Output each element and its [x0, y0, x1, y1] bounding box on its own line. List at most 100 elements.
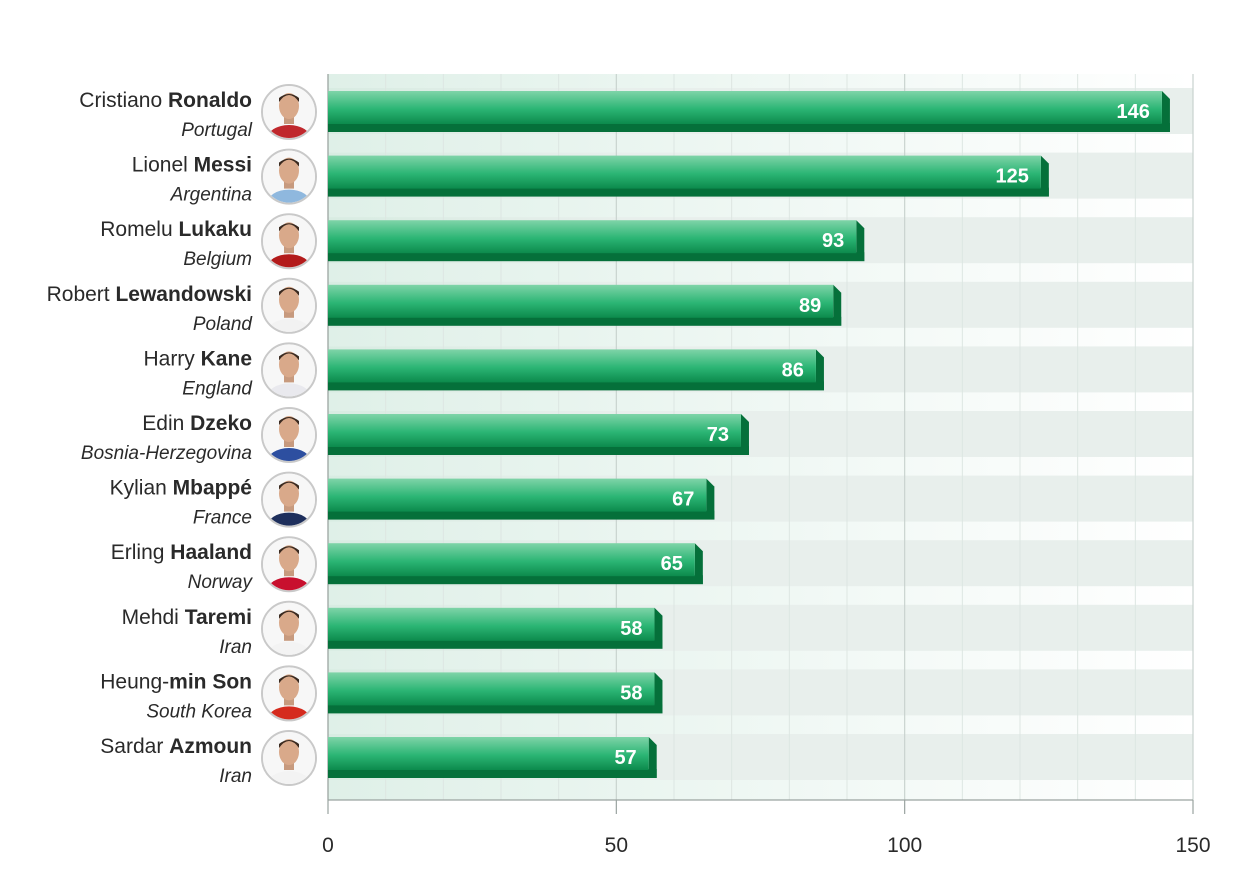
player-name: Cristiano Ronaldo: [79, 89, 252, 112]
bar-side: [856, 220, 865, 262]
bar-row: 58 Heung-min Son South Korea: [100, 665, 663, 722]
player-name: Robert Lewandowski: [47, 283, 252, 306]
x-tick-label: 100: [887, 834, 922, 857]
avatar-face: [279, 351, 299, 378]
player-name: Romelu Lukaku: [100, 218, 252, 241]
player-avatar: [261, 213, 317, 270]
bar-shadow: [328, 639, 663, 649]
player-avatar: [261, 536, 317, 593]
avatar-hair: [279, 610, 299, 619]
avatar-face: [279, 286, 299, 313]
player-last-name: Mbappé: [173, 477, 252, 500]
avatar-face: [279, 739, 299, 765]
avatar-hair: [279, 352, 299, 361]
bar-row: 93 Romelu Lukaku Belgium: [100, 213, 865, 270]
bar-shadow: [328, 575, 703, 585]
player-name: Lionel Messi: [132, 154, 252, 177]
bar-value-label: 89: [799, 295, 821, 317]
bar-side: [833, 284, 842, 326]
player-avatar: [261, 84, 317, 140]
avatar-jersey: [267, 254, 311, 268]
bar-shadow: [328, 252, 865, 262]
player-country: Iran: [219, 766, 252, 787]
player-country: France: [193, 508, 252, 529]
bar-side: [654, 672, 663, 714]
player-last-name: Lukaku: [178, 218, 252, 241]
avatar-hair: [279, 417, 299, 425]
player-avatar: [261, 730, 317, 786]
avatar-jersey: [267, 125, 311, 138]
player-first-name: Harry: [143, 347, 200, 370]
bar: [328, 155, 1041, 189]
bar: [328, 672, 655, 706]
avatar-hair: [279, 675, 299, 684]
avatar-face: [279, 222, 299, 249]
bar-shadow: [328, 704, 663, 714]
bar-value-label: 65: [661, 553, 683, 575]
player-name: Heung-min Son: [100, 670, 252, 693]
bar-value-label: 73: [707, 424, 729, 446]
bar-value-label: 58: [620, 618, 642, 640]
x-tick-label: 0: [322, 834, 334, 857]
player-last-name: Azmoun: [169, 735, 252, 758]
player-name: Edin Dzeko: [142, 412, 252, 435]
bar-row: 89 Robert Lewandowski Poland: [47, 277, 842, 335]
avatar-jersey: [267, 577, 311, 591]
player-name: Mehdi Taremi: [122, 606, 252, 629]
avatar-face: [279, 609, 299, 636]
player-first-name: Heung-: [100, 670, 169, 693]
bar-shadow: [328, 769, 657, 778]
bar-shadow: [328, 123, 1170, 132]
player-last-name: Dzeko: [190, 412, 252, 435]
player-avatar: [261, 665, 317, 722]
player-first-name: Lionel: [132, 154, 194, 177]
avatar-jersey: [267, 448, 311, 461]
avatar-face: [279, 416, 299, 442]
bar-value-label: 86: [782, 359, 804, 381]
avatar-hair: [279, 740, 299, 748]
player-first-name: Robert: [47, 283, 116, 306]
player-country: Poland: [193, 314, 254, 335]
bar-row: 57 Sardar Azmoun Iran: [100, 730, 657, 787]
avatar-face: [279, 93, 299, 119]
player-first-name: Romelu: [100, 218, 178, 241]
bar: [328, 414, 741, 447]
avatar-jersey: [267, 512, 311, 526]
player-country: Bosnia-Herzegovina: [81, 443, 252, 464]
player-country: Argentina: [170, 185, 252, 206]
bar-side: [1040, 155, 1049, 197]
player-last-name: min Son: [169, 670, 252, 693]
player-avatar: [261, 600, 317, 657]
bar-value-label: 146: [1117, 101, 1150, 123]
avatar-jersey: [267, 318, 311, 332]
player-avatar: [261, 471, 317, 528]
player-country: England: [182, 378, 253, 399]
avatar-hair: [279, 546, 299, 555]
avatar-jersey: [267, 189, 311, 203]
bar-side: [648, 737, 657, 778]
avatar-face: [279, 545, 299, 572]
player-avatar: [261, 342, 317, 399]
player-avatar: [261, 277, 317, 334]
bar: [328, 478, 707, 512]
avatar-face: [279, 480, 299, 507]
bar-value-label: 125: [995, 166, 1028, 188]
avatar-hair: [279, 158, 299, 167]
bar: [328, 543, 695, 577]
player-name: Kylian Mbappé: [110, 477, 252, 500]
x-tick-label: 150: [1175, 834, 1210, 857]
bar-row: 67 Kylian Mbappé France: [110, 471, 715, 529]
bar: [328, 284, 834, 318]
avatar-jersey: [267, 706, 311, 720]
bar-shadow: [328, 381, 824, 391]
bar: [328, 607, 655, 641]
bar: [328, 737, 649, 770]
player-country: Portugal: [181, 120, 253, 141]
bar-row: 86 Harry Kane England: [143, 342, 824, 399]
player-last-name: Kane: [201, 347, 252, 370]
bar: [328, 349, 816, 383]
player-avatar: [261, 148, 317, 205]
player-country: Iran: [219, 637, 252, 658]
player-last-name: Messi: [194, 154, 252, 177]
